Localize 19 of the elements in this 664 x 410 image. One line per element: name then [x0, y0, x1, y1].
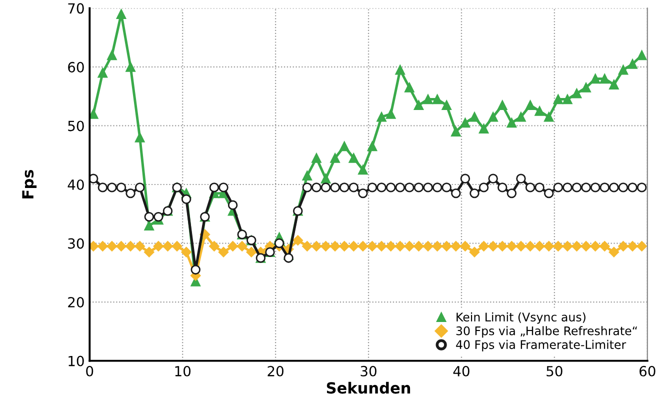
y-axis-title: Fps	[22, 170, 37, 198]
x-axis-title: Sekunden	[326, 382, 410, 394]
y-tick-label: 70	[68, 3, 84, 14]
y-tick-label: 50	[68, 120, 84, 132]
legend-label: Kein Limit (Vsync aus)	[456, 312, 586, 324]
y-tick-label: 30	[68, 238, 84, 249]
y-tick-label: 40	[68, 179, 84, 190]
x-tick-label: 20	[268, 366, 284, 376]
x-tick-label: 10	[175, 366, 191, 376]
legend-label: 40 Fps via Framerate-Limiter	[456, 340, 626, 352]
y-tick-label: 10	[68, 356, 84, 366]
legend-label: 30 Fps via „Halbe Refreshrate“	[456, 326, 637, 338]
x-tick-label: 40	[453, 366, 470, 376]
x-tick-label: 50	[546, 366, 562, 376]
x-tick-label: 60	[640, 366, 656, 376]
y-tick-label: 20	[68, 297, 84, 308]
x-tick-label: 30	[360, 366, 376, 376]
y-tick-label: 60	[68, 62, 84, 72]
x-tick-label: 0	[86, 366, 94, 376]
